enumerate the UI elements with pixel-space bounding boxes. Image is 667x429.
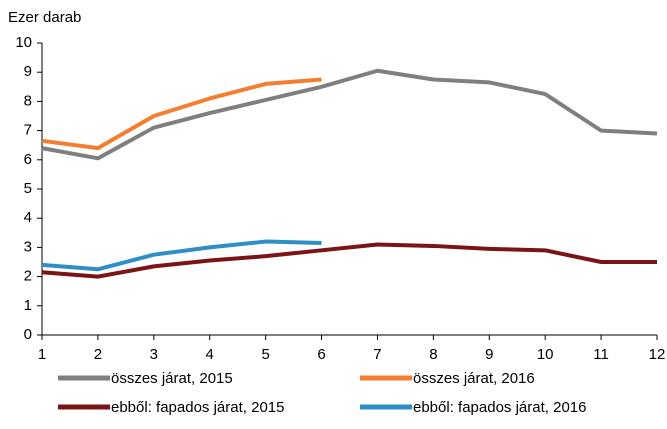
x-tick-label: 4 <box>206 346 214 363</box>
y-tick-label: 4 <box>24 209 32 226</box>
x-tick-label: 7 <box>373 346 381 363</box>
y-tick-label: 1 <box>24 297 32 314</box>
y-tick-label: 10 <box>15 34 32 51</box>
y-tick-label: 8 <box>24 92 32 109</box>
series-line <box>41 242 657 279</box>
x-tick-label: 2 <box>94 346 102 363</box>
x-tick-label: 9 <box>485 346 493 363</box>
y-tick-label: 5 <box>24 180 32 197</box>
x-tick-label: 6 <box>317 346 325 363</box>
x-tick-label: 1 <box>38 346 46 363</box>
x-tick-label: 12 <box>649 346 666 363</box>
x-tick-label: 3 <box>150 346 158 363</box>
series-line <box>41 77 322 151</box>
legend-label: ebből: fapados járat, 2015 <box>111 399 284 416</box>
y-tick-label: 9 <box>24 63 32 80</box>
y-tick-label: 7 <box>24 122 32 139</box>
series-line <box>41 68 658 161</box>
y-axis-label: Ezer darab <box>8 9 81 26</box>
legend-label: összes járat, 2016 <box>413 370 535 387</box>
legend-label: ebből: fapados járat, 2016 <box>413 399 586 416</box>
y-tick-label: 6 <box>24 151 32 168</box>
y-tick-label: 3 <box>24 238 32 255</box>
x-tick-label: 5 <box>261 346 269 363</box>
y-tick-label: 2 <box>24 268 32 285</box>
x-tick-label: 10 <box>537 346 554 363</box>
x-tick-label: 11 <box>593 346 609 363</box>
series-line <box>41 239 322 272</box>
x-tick-label: 8 <box>429 346 437 363</box>
legend-label: összes járat, 2015 <box>111 370 233 387</box>
y-tick-label: 0 <box>24 326 32 343</box>
